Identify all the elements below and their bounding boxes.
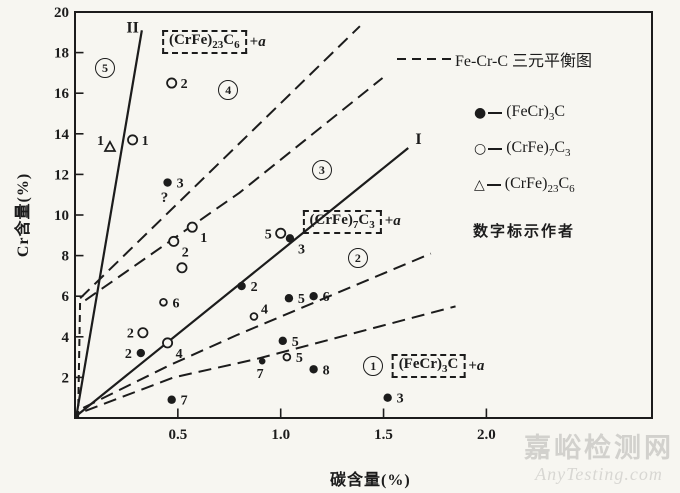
solid-line-II [74, 30, 143, 419]
dashed-boundary-steep-left [77, 298, 82, 419]
point-author-label: 6 [172, 296, 179, 311]
dashed-boundary-upper-a [79, 25, 361, 299]
y-tick-label: 10 [54, 208, 69, 224]
x-tick-label: 1.5 [374, 427, 393, 443]
y-tick-label: 20 [54, 5, 69, 21]
y-tick-label: 12 [54, 167, 69, 183]
x-tick-label: 2.0 [477, 427, 496, 443]
dashed-boundary-upper-b [84, 77, 384, 302]
data-point-filled-circle [383, 393, 392, 402]
point-author-label: 1 [97, 134, 104, 149]
point-author-label: 2 [251, 280, 258, 295]
data-point-filled-circle [285, 234, 295, 243]
y-tick-label: 8 [62, 249, 70, 265]
y-tick-label: 14 [54, 127, 70, 143]
y-tick-label: 16 [54, 86, 70, 102]
data-point-open-circle [137, 327, 149, 339]
data-point-open-circle [159, 297, 168, 307]
y-tick-label: 18 [54, 46, 69, 62]
point-author-label: 5 [298, 292, 305, 307]
data-point-open-circle [275, 227, 287, 239]
data-point-filled-circle [237, 281, 246, 291]
data-point-filled-circle [163, 178, 172, 187]
line-label-I: I [415, 131, 421, 148]
point-author-label: 5 [296, 351, 303, 366]
data-point-open-circle [176, 262, 188, 274]
y-tick-label: 4 [62, 330, 70, 346]
point-author-label: 2 [125, 347, 132, 362]
point-author-label: 3 [397, 392, 404, 407]
data-point-filled-circle [136, 348, 146, 358]
data-point-open-circle [186, 221, 198, 233]
point-author-label: 7 [181, 394, 188, 409]
point-author-label: 2 [181, 77, 188, 92]
point-author-label: 3 [298, 242, 305, 257]
point-author-label: 8 [323, 363, 330, 378]
x-tick-label: 1.0 [271, 427, 290, 443]
point-author-label: 6 [323, 290, 330, 305]
point-author-label: 2 [182, 245, 189, 260]
data-point-open-circle [168, 235, 180, 247]
data-point-open-triangle [103, 140, 117, 152]
x-tick-label: 0.5 [168, 427, 187, 443]
y-tick-label: 2 [62, 370, 70, 386]
data-point-filled-circle [167, 395, 176, 404]
plot-frame [74, 11, 653, 419]
line-label-II: II [126, 19, 138, 36]
point-author-label: 7 [257, 367, 264, 382]
point-author-label: 1 [142, 134, 149, 149]
data-point-filled-circle [284, 294, 294, 303]
data-point-filled-circle [309, 292, 318, 301]
point-author-label: 2 [127, 327, 134, 342]
data-point-filled-circle [278, 336, 287, 346]
point-author-label: 4 [261, 303, 268, 318]
data-point-open-circle [166, 77, 178, 89]
dashed-boundary-lower-d [84, 305, 456, 412]
point-author-label: 3 [177, 177, 184, 192]
data-point-open-circle [249, 312, 259, 321]
data-point-open-circle [127, 134, 139, 146]
data-point-open-circle [162, 337, 174, 349]
point-author-label: 5 [292, 335, 299, 350]
question-mark-annotation: ? [161, 190, 169, 206]
data-point-filled-circle [258, 357, 266, 365]
y-tick-label: 6 [62, 289, 70, 305]
point-author-label: 5 [265, 227, 272, 242]
data-point-open-circle [282, 352, 292, 362]
dashed-boundary-lower-c [82, 252, 432, 409]
point-author-label: 4 [176, 347, 183, 362]
data-point-filled-circle [309, 365, 318, 374]
point-author-label: 1 [200, 231, 207, 246]
